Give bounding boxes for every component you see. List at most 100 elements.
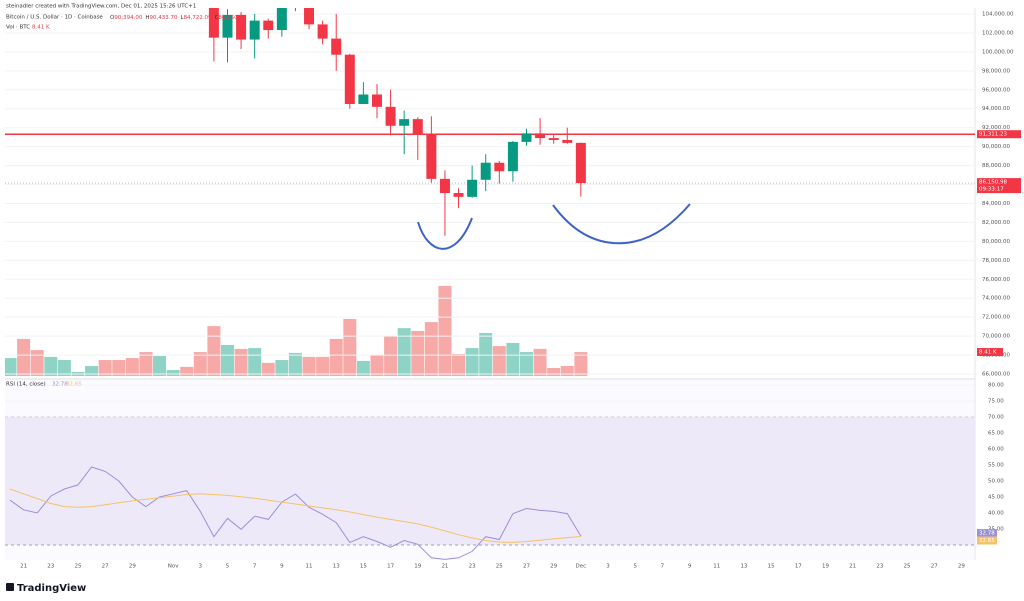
y-tick-label: 80,000.00 bbox=[982, 239, 1010, 245]
candle-body bbox=[304, 8, 315, 25]
y-tick-label: 78,000.00 bbox=[982, 258, 1010, 264]
y-tick-label: 50.00 bbox=[988, 479, 1004, 485]
x-tick-label: 17 bbox=[387, 564, 394, 570]
credit: steinadler created with TradingView.com,… bbox=[6, 4, 196, 10]
x-tick-label: 11 bbox=[713, 564, 720, 570]
candle-body bbox=[507, 141, 518, 172]
volume-bar bbox=[465, 348, 479, 376]
y-tick-label: 75.00 bbox=[988, 399, 1004, 405]
volume-bar bbox=[85, 366, 99, 376]
x-tick-label: 7 bbox=[253, 564, 257, 570]
rsi-line bbox=[9, 466, 582, 560]
y-tick-label: 70.00 bbox=[988, 415, 1004, 421]
rsi-legend-value: 32.78 bbox=[52, 382, 68, 388]
cup-annotation bbox=[417, 217, 473, 250]
volume-label-bg bbox=[977, 348, 1003, 357]
y-tick-label: 45.00 bbox=[988, 495, 1004, 501]
candle-body bbox=[331, 38, 342, 55]
x-tick-label: 3 bbox=[199, 564, 203, 570]
y-tick-label: 88,000.00 bbox=[982, 163, 1010, 169]
y-tick-label: 72,000.00 bbox=[982, 315, 1010, 321]
x-tick-label: 11 bbox=[306, 564, 313, 570]
x-tick-label: 25 bbox=[496, 564, 503, 570]
y-tick-label: 65.00 bbox=[988, 431, 1004, 437]
volume-bar bbox=[479, 332, 493, 376]
volume-bar bbox=[261, 362, 275, 376]
ohlc-value: 90,394.00 bbox=[114, 15, 142, 21]
x-tick-label: 27 bbox=[523, 564, 530, 570]
hline-label-bg bbox=[977, 130, 1021, 139]
volume-bar bbox=[30, 350, 44, 376]
y-tick-label: 102,000.00 bbox=[982, 30, 1014, 36]
x-tick-label: 25 bbox=[904, 564, 911, 570]
rsi-line bbox=[9, 488, 581, 543]
ohlc-value: 90,433.70 bbox=[149, 15, 177, 21]
ohlc-legend: O90,394.00 H90,433.70 L84,722.09 C86,150.98 bbox=[110, 15, 247, 21]
candle-body bbox=[263, 20, 274, 31]
x-tick-label: 21 bbox=[20, 564, 27, 570]
volume-bar bbox=[166, 370, 180, 376]
candle-body bbox=[236, 14, 247, 40]
y-tick-label: 80.00 bbox=[988, 383, 1004, 389]
volume-bar bbox=[234, 348, 248, 376]
volume-bar bbox=[248, 348, 262, 376]
y-tick-label: 100,000.00 bbox=[982, 49, 1014, 55]
candle-body bbox=[562, 139, 573, 143]
x-tick-label: Nov bbox=[168, 564, 179, 570]
ohlc-key: L bbox=[180, 15, 184, 21]
candle-body bbox=[426, 134, 437, 179]
volume-legend-value: 8.41 K bbox=[32, 25, 50, 31]
rsi-value-label-bg bbox=[977, 536, 997, 545]
brand: TradingView bbox=[6, 583, 86, 594]
volume-bar bbox=[492, 346, 506, 376]
last-price-label: 86,150.98 bbox=[979, 180, 1007, 186]
candle-body bbox=[575, 142, 586, 184]
y-tick-label: 90,000.00 bbox=[982, 144, 1010, 150]
candle-body bbox=[535, 133, 546, 139]
volume-bar bbox=[519, 352, 533, 376]
volume-bar bbox=[547, 368, 561, 376]
y-tick-label: 98,000.00 bbox=[982, 68, 1010, 74]
volume-bar bbox=[397, 328, 411, 376]
volume-title: Vol · BTC bbox=[6, 25, 30, 31]
volume-bar bbox=[343, 319, 357, 376]
volume-bar bbox=[193, 352, 207, 376]
x-tick-label: 9 bbox=[688, 564, 692, 570]
y-tick-label: 84,000.00 bbox=[982, 201, 1010, 207]
x-tick-label: 23 bbox=[47, 564, 54, 570]
y-tick-label: 40.00 bbox=[988, 511, 1004, 517]
volume-bar bbox=[180, 366, 194, 376]
volume-bar bbox=[44, 356, 58, 376]
candle-body bbox=[412, 119, 423, 135]
volume-bar bbox=[411, 330, 425, 376]
x-tick-label: 7 bbox=[661, 564, 665, 570]
x-tick-label: 9 bbox=[280, 564, 284, 570]
candle-body bbox=[222, 14, 233, 38]
volume-bar bbox=[112, 360, 126, 376]
volume-bar bbox=[153, 356, 167, 376]
volume-bar bbox=[356, 360, 370, 376]
y-tick-label: 70,000.00 bbox=[982, 334, 1010, 340]
y-tick-label: 82,000.00 bbox=[982, 220, 1010, 226]
x-tick-label: Dec bbox=[576, 564, 587, 570]
brand-logo bbox=[6, 583, 14, 591]
x-tick-label: 29 bbox=[550, 564, 557, 570]
volume-bar bbox=[57, 360, 71, 376]
x-tick-label: 19 bbox=[414, 564, 421, 570]
volume-bar bbox=[370, 354, 384, 376]
symbol-title: Bitcoin / U.S. Dollar · 1D · Coinbase bbox=[6, 15, 103, 21]
candle-body bbox=[317, 24, 328, 39]
candle-body bbox=[290, 0, 300, 7]
volume-bar bbox=[139, 352, 153, 376]
y-tick-label: 76,000.00 bbox=[982, 277, 1010, 283]
candle-body bbox=[439, 178, 450, 194]
volume-bar bbox=[98, 360, 112, 376]
x-tick-label: 29 bbox=[958, 564, 965, 570]
volume-bar bbox=[220, 344, 234, 376]
ohlc-key: H bbox=[145, 15, 149, 21]
volume-bar bbox=[384, 336, 398, 376]
volume-bar bbox=[424, 322, 438, 376]
candle-body bbox=[453, 193, 464, 197]
